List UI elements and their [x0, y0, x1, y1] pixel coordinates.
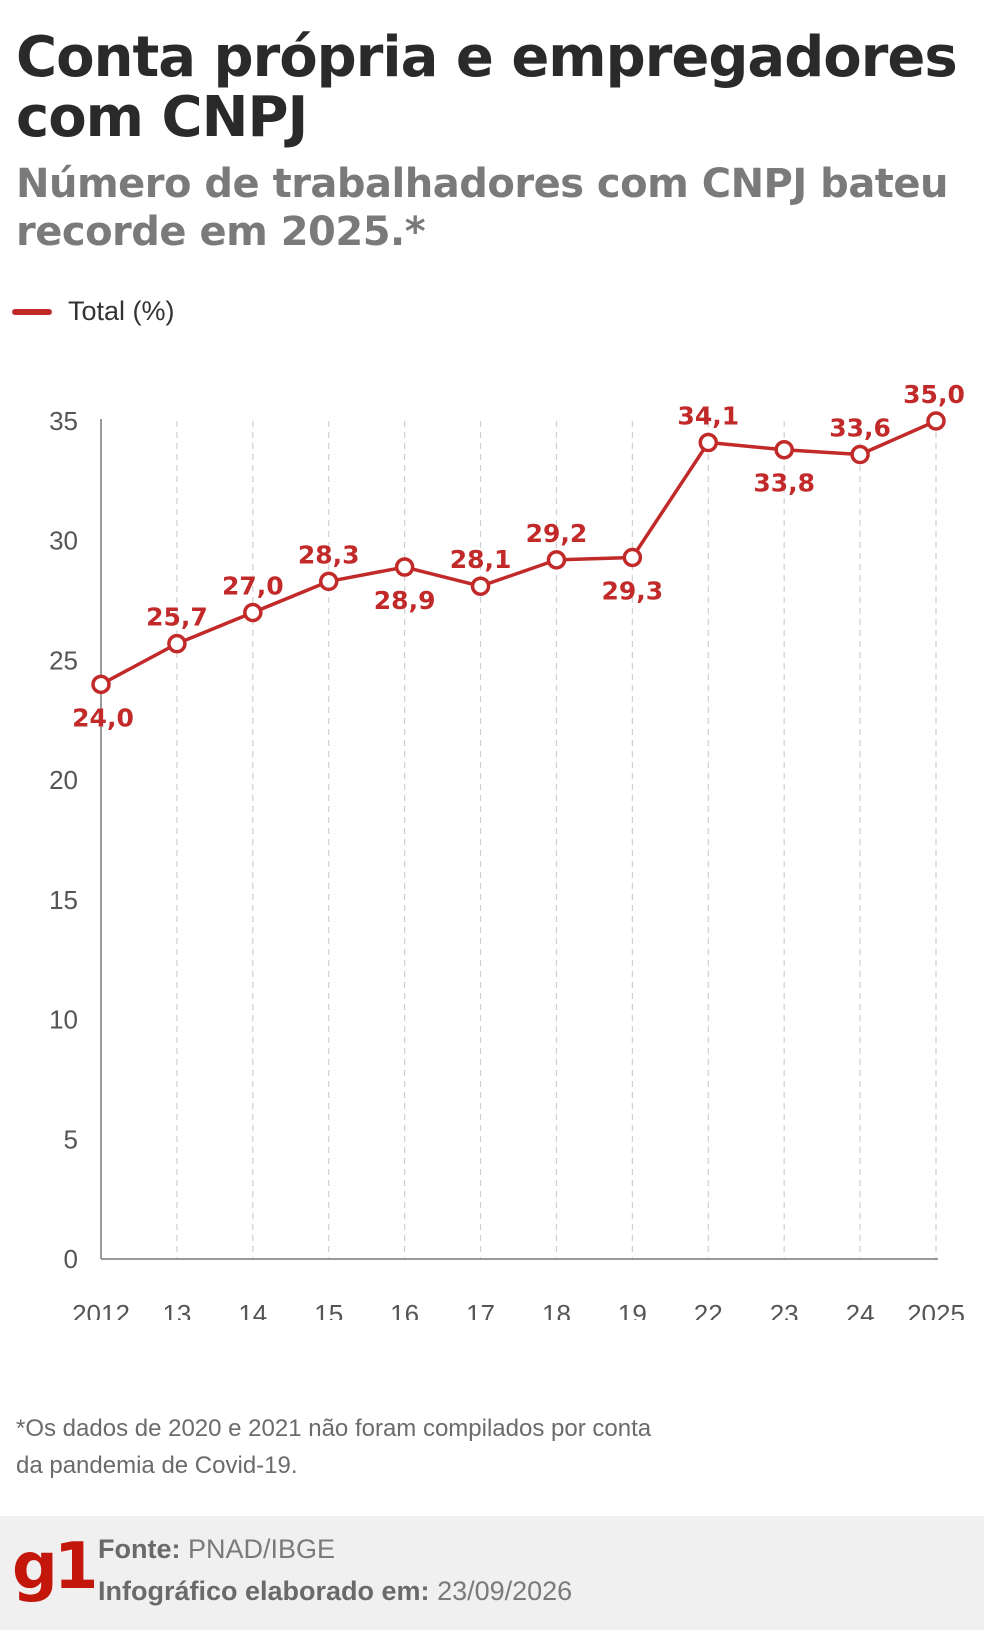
- x-tick-label: 18: [542, 1299, 571, 1320]
- data-label: 29,2: [526, 519, 588, 548]
- data-point: [698, 432, 719, 453]
- data-point: [774, 439, 794, 460]
- series-line: [100, 419, 937, 686]
- x-tick-label: 15: [314, 1299, 343, 1320]
- x-tick-label: 2012: [72, 1299, 130, 1320]
- x-tick-label: 22: [694, 1299, 723, 1320]
- data-label: 34,1: [677, 402, 739, 431]
- data-label: 29,3: [602, 576, 664, 605]
- data-point: [91, 674, 111, 695]
- g1-logo: g1: [12, 1530, 98, 1604]
- x-tick-label: 23: [770, 1299, 799, 1320]
- y-tick-label: 20: [49, 765, 78, 795]
- data-point: [243, 602, 263, 623]
- source-value: PNAD/IBGE: [188, 1534, 336, 1564]
- data-label: 33,8: [753, 469, 815, 498]
- y-tick-label: 10: [49, 1005, 78, 1035]
- data-label: 24,0: [72, 703, 134, 732]
- legend-swatch: [12, 308, 52, 315]
- chart-title: Conta própria e empregadores com CNPJ: [16, 25, 958, 150]
- made-label: Infográfico elaborado em:: [98, 1576, 430, 1606]
- x-tick-label: 16: [390, 1299, 419, 1320]
- data-point: [470, 576, 491, 596]
- data-point: [926, 411, 946, 431]
- data-label: 25,7: [146, 603, 208, 632]
- data-label: 35,0: [903, 380, 965, 409]
- data-label: 27,0: [222, 572, 284, 601]
- y-tick-label: 30: [49, 526, 78, 556]
- data-point: [167, 633, 187, 654]
- y-tick-label: 15: [49, 885, 78, 915]
- y-tick-label: 25: [49, 645, 78, 675]
- x-tick-label: 14: [238, 1299, 267, 1320]
- x-tick-label: 2025: [907, 1299, 965, 1320]
- chart-subtitle: Número de trabalhadores com CNPJ bateu r…: [16, 161, 949, 255]
- data-point: [546, 550, 567, 570]
- x-tick-label: 13: [162, 1299, 191, 1320]
- legend-label: Total (%): [68, 296, 175, 326]
- x-tick-label: 24: [846, 1299, 875, 1320]
- y-tick-label: 5: [64, 1124, 78, 1154]
- y-tick-label: 0: [64, 1244, 78, 1274]
- data-point: [850, 444, 870, 465]
- x-tick-label: 17: [466, 1299, 495, 1320]
- legend: Total (%): [12, 296, 175, 327]
- made-line: Infográfico elaborado em: 23/09/2026: [98, 1576, 572, 1607]
- source-line: Fonte: PNAD/IBGE: [98, 1534, 335, 1565]
- data-label: 33,6: [829, 414, 891, 443]
- data-label: 28,3: [298, 540, 360, 569]
- source-label: Fonte:: [98, 1534, 181, 1564]
- data-label: 28,9: [374, 586, 436, 615]
- x-tick-label: 19: [618, 1299, 647, 1320]
- footnote: *Os dados de 2020 e 2021 não foram compi…: [16, 1415, 652, 1479]
- data-label: 28,1: [450, 545, 512, 574]
- y-tick-label: 35: [49, 406, 78, 436]
- footer: g1 Fonte: PNAD/IBGE Infográfico elaborad…: [0, 1516, 984, 1630]
- data-point: [318, 571, 339, 592]
- data-point: [622, 547, 643, 568]
- data-point: [394, 557, 415, 577]
- made-value: 23/09/2026: [437, 1576, 573, 1606]
